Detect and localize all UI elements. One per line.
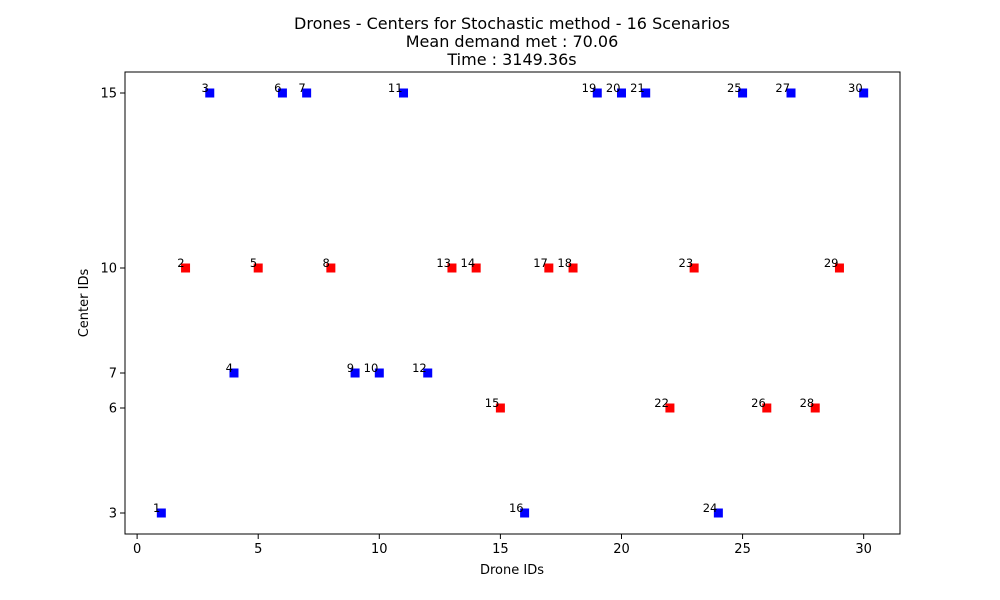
x-tick-label-0: 0 [133,542,141,557]
data-point-8 [326,263,336,273]
data-point-20 [616,88,626,98]
point-label-14: 14 [461,256,476,270]
data-point-15 [495,403,505,413]
point-label-27: 27 [775,81,790,95]
chart-title-line-2: Mean demand met : 70.06 [406,32,619,51]
point-label-20: 20 [606,81,621,95]
x-tick-label-2: 10 [371,542,388,557]
point-label-11: 11 [388,81,403,95]
point-label-5: 5 [250,256,257,270]
data-point-10 [374,368,384,378]
x-tick-label-4: 20 [613,542,630,557]
data-point-2 [181,263,191,273]
point-label-28: 28 [800,396,815,410]
x-axis-ticks: 0 5 10 15 20 25 30 [133,534,872,557]
data-point-3 [205,88,215,98]
data-point-1 [156,508,166,518]
data-point-23 [689,263,699,273]
data-point-19 [592,88,602,98]
point-label-15: 15 [485,396,500,410]
x-tick-label-6: 30 [855,542,872,557]
point-label-23: 23 [679,256,694,270]
y-axis-label: Center IDs [77,269,92,338]
point-label-17: 17 [533,256,548,270]
x-axis-label: Drone IDs [480,563,544,578]
data-points [156,88,869,518]
point-label-26: 26 [751,396,766,410]
data-point-9 [350,368,360,378]
data-point-18 [568,263,578,273]
y-tick-label-1: 6 [109,402,117,417]
data-point-16 [520,508,530,518]
data-point-12 [423,368,433,378]
point-label-22: 22 [654,396,669,410]
x-tick-label-3: 15 [492,542,509,557]
point-label-24: 24 [703,501,718,515]
point-label-29: 29 [824,256,839,270]
data-point-28 [810,403,820,413]
point-label-1: 1 [153,501,160,515]
chart-title-line-3: Time : 3149.36s [446,50,576,69]
point-label-6: 6 [274,81,281,95]
data-point-17 [544,263,554,273]
point-label-18: 18 [557,256,572,270]
data-point-11 [399,88,409,98]
data-point-22 [665,403,675,413]
data-point-6 [277,88,287,98]
y-tick-label-2: 7 [109,367,117,382]
data-point-30 [859,88,869,98]
point-label-4: 4 [226,361,233,375]
point-label-9: 9 [347,361,354,375]
data-point-25 [738,88,748,98]
data-point-5 [253,263,263,273]
point-label-3: 3 [201,81,208,95]
point-label-30: 30 [848,81,863,95]
point-label-19: 19 [582,81,597,95]
data-point-14 [471,263,481,273]
y-tick-label-4: 15 [100,87,117,102]
data-point-7 [302,88,312,98]
point-label-25: 25 [727,81,742,95]
x-tick-label-1: 5 [254,542,262,557]
data-point-24 [713,508,723,518]
plot-area-frame [124,71,901,535]
point-label-16: 16 [509,501,524,515]
y-axis-ticks: 3 6 7 10 15 [100,87,125,522]
point-label-8: 8 [323,256,330,270]
data-point-26 [762,403,772,413]
data-point-4 [229,368,239,378]
point-label-10: 10 [364,361,379,375]
y-tick-label-0: 3 [109,507,117,522]
point-label-2: 2 [177,256,184,270]
x-tick-label-5: 25 [734,542,751,557]
data-point-13 [447,263,457,273]
point-label-7: 7 [298,81,305,95]
data-point-29 [834,263,844,273]
data-point-27 [786,88,796,98]
point-label-21: 21 [630,81,645,95]
chart-title-line-1: Drones - Centers for Stochastic method -… [294,14,730,33]
point-label-12: 12 [412,361,427,375]
data-point-21 [641,88,651,98]
y-tick-label-3: 10 [100,262,117,277]
point-label-13: 13 [436,256,451,270]
